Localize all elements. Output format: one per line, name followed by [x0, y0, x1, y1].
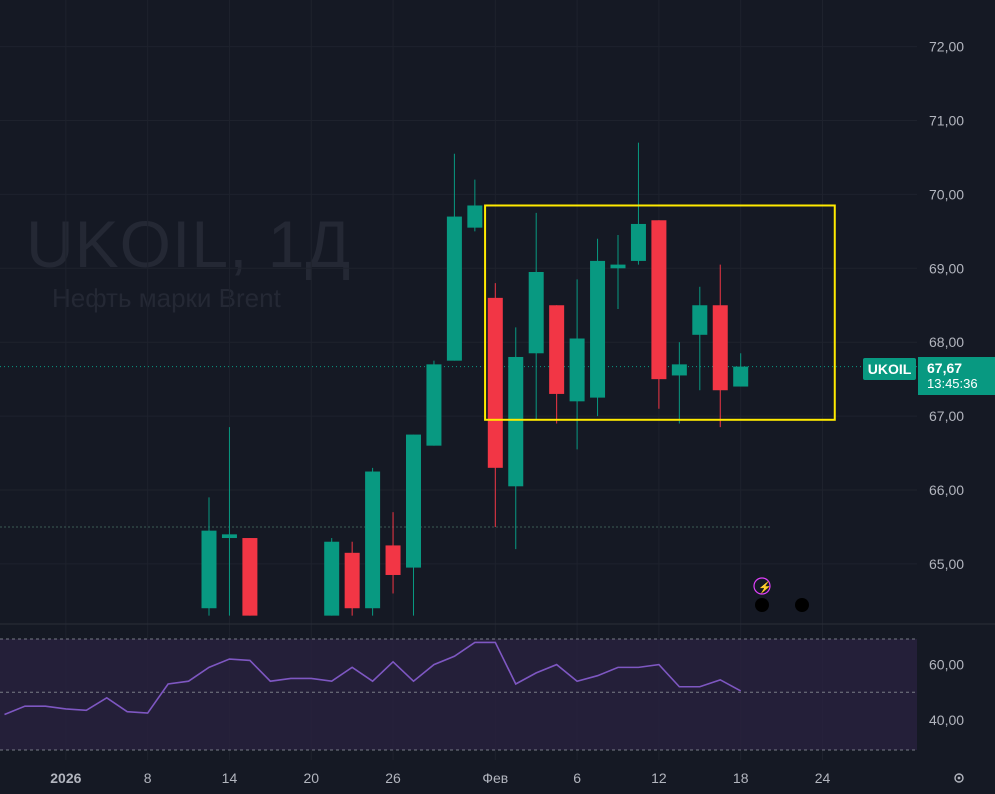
date-axis-label: 2026: [50, 770, 81, 786]
date-axis-label: Фев: [482, 770, 508, 786]
date-axis-label: 18: [733, 770, 749, 786]
date-axis-label: 24: [815, 770, 831, 786]
date-axis-label: 14: [222, 770, 238, 786]
candle-body[interactable]: [487, 297, 503, 468]
date-axis-label: 12: [651, 770, 667, 786]
candle-body[interactable]: [671, 364, 687, 376]
candle-body[interactable]: [324, 541, 340, 616]
candle-body[interactable]: [528, 271, 544, 354]
date-axis-label: 20: [303, 770, 319, 786]
candle-body[interactable]: [610, 264, 626, 269]
watermark-instrument-name: Нефть марки Brent: [52, 283, 281, 313]
rsi-axis-label: 40,00: [929, 712, 964, 728]
date-axis-label: 8: [144, 770, 152, 786]
candle-body[interactable]: [549, 305, 565, 394]
highlight-rectangle[interactable]: [484, 204, 836, 421]
bar-countdown: 13:45:36: [927, 376, 978, 391]
symbol-badge: UKOIL: [863, 358, 916, 380]
last-price-value: 67,67: [927, 360, 963, 376]
gear-icon[interactable]: [953, 772, 965, 784]
candle-body[interactable]: [365, 471, 381, 609]
rsi-band: [0, 639, 917, 750]
candle-body[interactable]: [426, 364, 442, 446]
candle-body[interactable]: [385, 545, 401, 575]
candle-body[interactable]: [242, 538, 258, 616]
candle-body[interactable]: [508, 356, 524, 487]
rsi-line[interactable]: [4, 641, 742, 716]
date-axis-label: 6: [573, 770, 581, 786]
rsi-axis-label: 60,00: [929, 657, 964, 673]
candle-body[interactable]: [590, 260, 606, 398]
candle-body[interactable]: [467, 205, 483, 228]
price-axis-label: 69,00: [929, 260, 964, 276]
candle-body[interactable]: [406, 434, 421, 568]
candle-body[interactable]: [733, 366, 749, 387]
price-axis-label: 67,00: [929, 408, 964, 424]
lightning-icon[interactable]: [753, 577, 771, 595]
candle-body[interactable]: [446, 216, 462, 361]
candle-body[interactable]: [630, 223, 646, 261]
last-price-badge: 67,67 13:45:36: [918, 357, 995, 395]
candle-body[interactable]: [201, 530, 217, 609]
price-axis-label: 70,00: [929, 186, 964, 202]
event-dot-icon[interactable]: [755, 598, 769, 612]
candle-body[interactable]: [651, 220, 667, 380]
price-axis-label: 72,00: [929, 39, 964, 55]
candle-body[interactable]: [569, 338, 585, 402]
candle-body[interactable]: [221, 534, 237, 539]
price-axis-label: 71,00: [929, 113, 964, 129]
price-axis-label: 65,00: [929, 556, 964, 572]
candle-body[interactable]: [344, 552, 360, 609]
lightning-icon-glyph: ⚡: [758, 581, 772, 594]
event-dot-icon[interactable]: [795, 598, 809, 612]
price-axis-label: 66,00: [929, 482, 964, 498]
date-axis-label: 26: [385, 770, 401, 786]
price-axis-label: 68,00: [929, 334, 964, 350]
candle-body[interactable]: [692, 305, 708, 335]
candle-body[interactable]: [712, 305, 728, 391]
